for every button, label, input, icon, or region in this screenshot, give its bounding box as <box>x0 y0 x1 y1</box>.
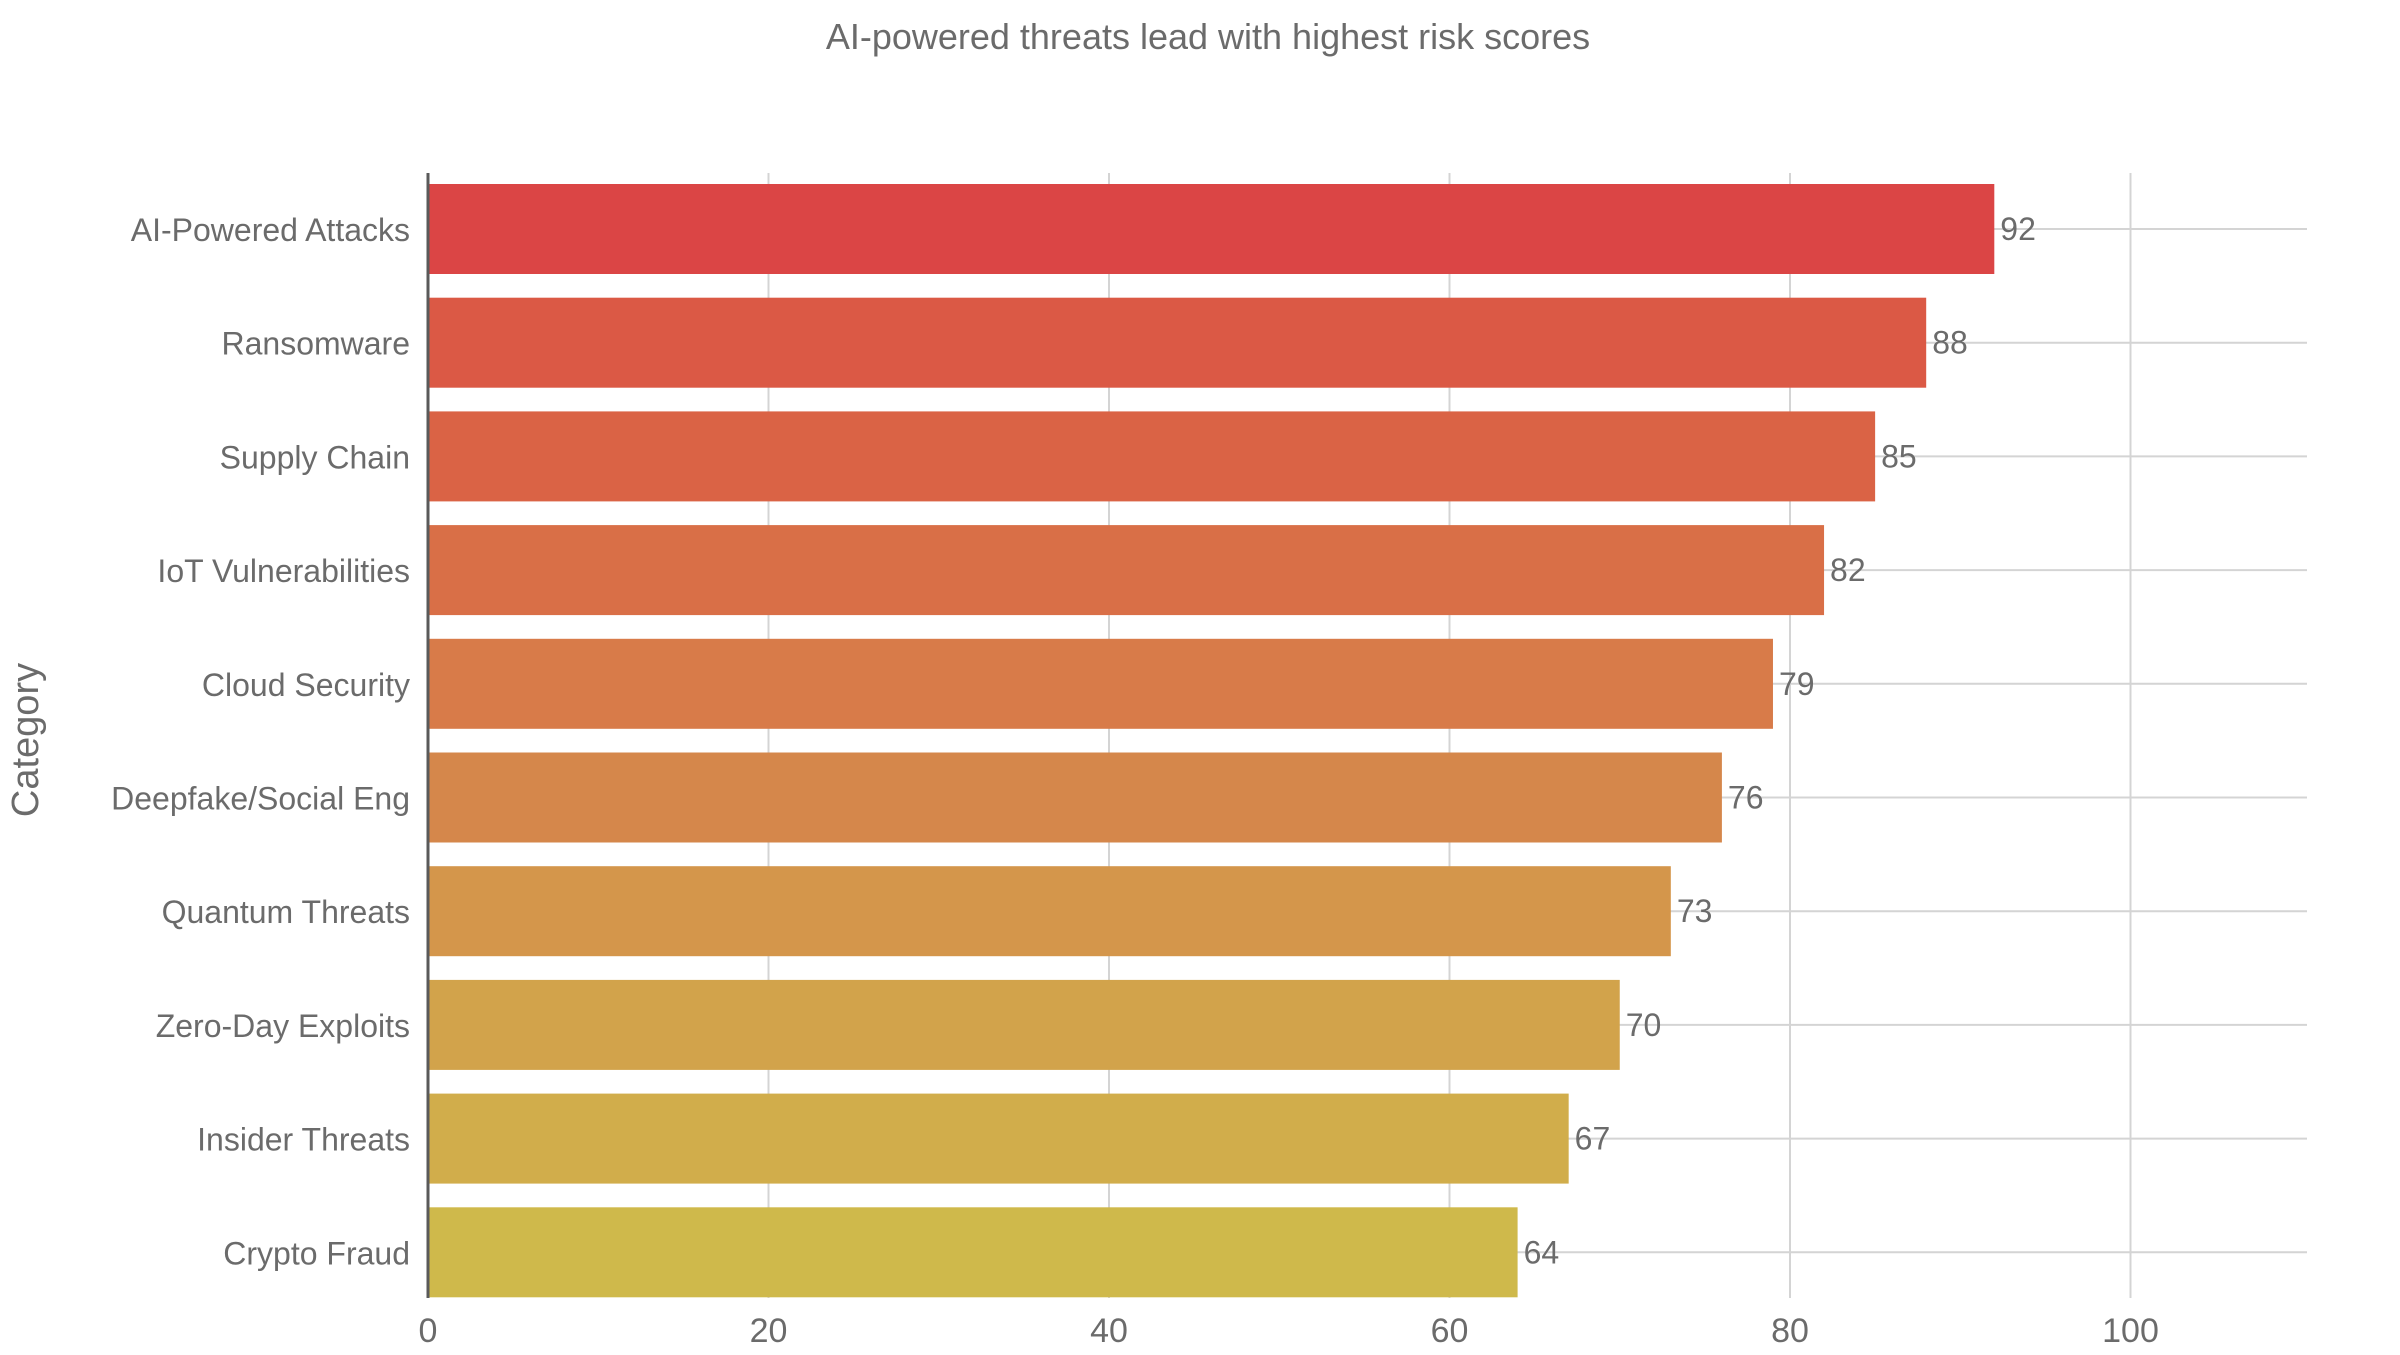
data-label: 64 <box>1524 1234 1560 1270</box>
x-tick-label: 40 <box>1090 1312 1128 1350</box>
data-label: 79 <box>1779 666 1815 702</box>
data-label: 70 <box>1626 1007 1662 1043</box>
data-label: 92 <box>2000 211 2036 247</box>
y-tick-label: Quantum Threats <box>162 894 410 930</box>
x-tick-label: 100 <box>2102 1312 2159 1350</box>
x-tick-label: 80 <box>1771 1312 1809 1350</box>
bar[interactable] <box>428 297 1927 388</box>
x-tick-label: 20 <box>750 1312 788 1350</box>
y-tick-label: Insider Threats <box>197 1122 410 1158</box>
y-tick-label: Supply Chain <box>220 439 410 475</box>
data-label: 82 <box>1830 552 1866 588</box>
bar[interactable] <box>428 1207 1518 1298</box>
bar[interactable] <box>428 866 1671 957</box>
y-tick-label: Cloud Security <box>202 667 410 703</box>
bar[interactable] <box>428 752 1722 843</box>
bar[interactable] <box>428 1093 1569 1184</box>
data-label: 73 <box>1677 893 1713 929</box>
bar[interactable] <box>428 638 1773 729</box>
y-tick-label: Zero-Day Exploits <box>156 1008 410 1044</box>
data-label: 67 <box>1575 1121 1611 1157</box>
x-tick-label: 0 <box>419 1312 438 1350</box>
y-tick-label: Crypto Fraud <box>223 1235 410 1271</box>
labels: AI-Powered Attacks Ransomware Supply Chain… <box>111 211 2159 1350</box>
bar[interactable] <box>428 525 1825 616</box>
chart-title: AI-powered threats lead with highest ris… <box>826 16 1590 57</box>
y-tick-label: AI-Powered Attacks <box>131 212 410 248</box>
bar[interactable] <box>428 979 1620 1070</box>
y-tick-label: Deepfake/Social Eng <box>111 781 410 817</box>
data-label: 88 <box>1932 325 1968 361</box>
data-label: 76 <box>1728 780 1764 816</box>
x-tick-label: 60 <box>1431 1312 1469 1350</box>
data-label: 85 <box>1881 438 1917 474</box>
bar[interactable] <box>428 411 1876 502</box>
bars <box>428 184 1995 1298</box>
y-tick-label: Ransomware <box>221 326 410 362</box>
y-axis-label: Category <box>5 663 47 817</box>
bar[interactable] <box>428 184 1995 274</box>
y-tick-label: IoT Vulnerabilities <box>157 553 410 589</box>
